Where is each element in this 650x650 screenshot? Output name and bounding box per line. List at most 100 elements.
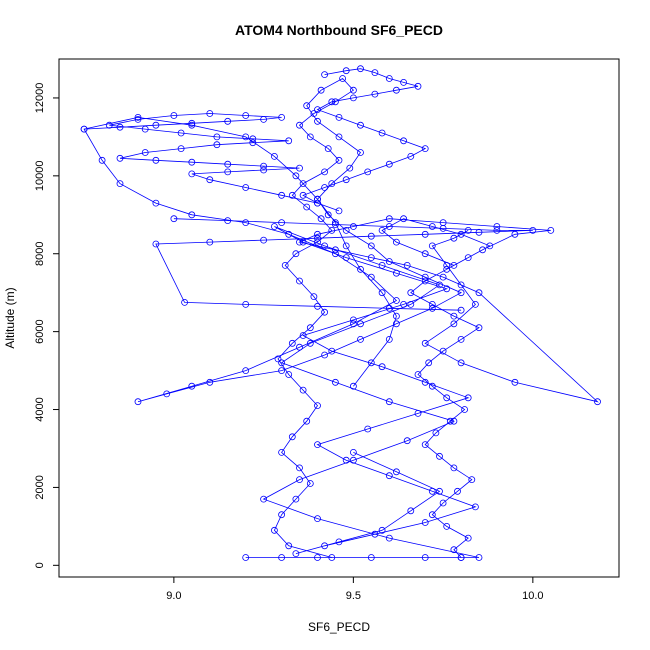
- data-point: [349, 94, 357, 102]
- data-point: [357, 121, 364, 129]
- data-point: [206, 176, 214, 184]
- data-point: [392, 238, 400, 246]
- series-line: [298, 218, 599, 558]
- data-point: [486, 242, 494, 250]
- data-point: [428, 300, 436, 308]
- data-point: [457, 230, 465, 238]
- x-tick-label: 9.5: [346, 590, 361, 602]
- data-point: [303, 102, 311, 110]
- data-point: [450, 464, 458, 472]
- data-point: [188, 119, 196, 127]
- data-point: [314, 554, 321, 561]
- data-point: [357, 335, 364, 343]
- data-point: [116, 123, 124, 131]
- data-point: [270, 223, 278, 230]
- y-axis-label: Altitude (m): [3, 287, 17, 348]
- data-point: [392, 86, 400, 94]
- data-point: [188, 121, 196, 129]
- data-point: [188, 382, 196, 390]
- data-point: [314, 199, 321, 207]
- data-point: [206, 238, 214, 246]
- data-point: [299, 191, 307, 199]
- data-point: [436, 281, 443, 289]
- data-point: [378, 363, 386, 371]
- data-point: [371, 90, 379, 98]
- data-point: [357, 65, 364, 73]
- data-point: [321, 351, 329, 359]
- data-point: [421, 554, 429, 561]
- data-point: [321, 184, 329, 191]
- data-point: [450, 261, 458, 269]
- data-point: [378, 129, 386, 137]
- data-point: [471, 503, 479, 511]
- data-point: [421, 145, 429, 153]
- data-point: [385, 75, 393, 82]
- data-point: [414, 82, 422, 90]
- data-point: [285, 230, 293, 238]
- series-line: [302, 68, 427, 212]
- data-point: [249, 135, 257, 143]
- data-point: [335, 133, 343, 141]
- data-point: [443, 285, 451, 293]
- data-point: [80, 125, 88, 133]
- data-point: [400, 137, 408, 145]
- data-point: [281, 261, 289, 269]
- data-point: [314, 106, 321, 113]
- data-point: [475, 324, 483, 332]
- data-point: [436, 452, 443, 460]
- data-point: [364, 168, 372, 176]
- data-point: [116, 180, 124, 188]
- data-point: [349, 448, 357, 456]
- data-point: [321, 168, 329, 176]
- data-point: [324, 145, 332, 153]
- data-point: [378, 261, 386, 269]
- data-point: [349, 456, 357, 464]
- y-tick-label: 10000: [34, 161, 46, 192]
- data-point: [357, 320, 364, 328]
- data-point: [177, 129, 185, 137]
- data-point: [242, 554, 250, 561]
- data-point: [403, 261, 411, 269]
- data-point: [314, 302, 321, 310]
- data-point: [407, 289, 415, 297]
- data-point: [278, 359, 286, 367]
- data-point: [371, 69, 379, 76]
- data-point: [278, 554, 286, 561]
- data-point: [181, 298, 189, 306]
- data-point: [349, 223, 357, 230]
- data-point: [292, 172, 300, 180]
- data-point: [288, 433, 296, 441]
- data-point: [331, 219, 339, 227]
- data-point: [213, 133, 221, 141]
- data-point: [285, 371, 293, 378]
- data-point: [335, 114, 343, 121]
- data-point: [421, 441, 429, 449]
- data-point: [367, 254, 375, 262]
- data-point: [303, 203, 311, 211]
- data-point: [224, 168, 232, 176]
- data-point: [331, 221, 339, 228]
- data-point: [188, 211, 196, 219]
- data-point: [296, 164, 303, 172]
- data-point: [364, 425, 372, 433]
- data-point: [450, 320, 458, 328]
- data-point: [314, 195, 321, 203]
- data-point: [367, 554, 375, 561]
- x-tick-label: 10.0: [522, 590, 543, 602]
- y-tick-label: 8000: [34, 241, 46, 265]
- series-line: [245, 226, 480, 558]
- data-point: [170, 215, 178, 223]
- data-point: [310, 110, 318, 117]
- data-point: [428, 304, 436, 312]
- data-point: [464, 534, 472, 542]
- data-point: [378, 526, 386, 534]
- data-point: [421, 250, 429, 258]
- data-point: [278, 114, 286, 121]
- data-point: [457, 281, 465, 289]
- data-point: [206, 110, 214, 117]
- data-point: [116, 154, 124, 162]
- data-point: [493, 223, 501, 230]
- data-point: [299, 180, 307, 188]
- data-point: [163, 390, 171, 398]
